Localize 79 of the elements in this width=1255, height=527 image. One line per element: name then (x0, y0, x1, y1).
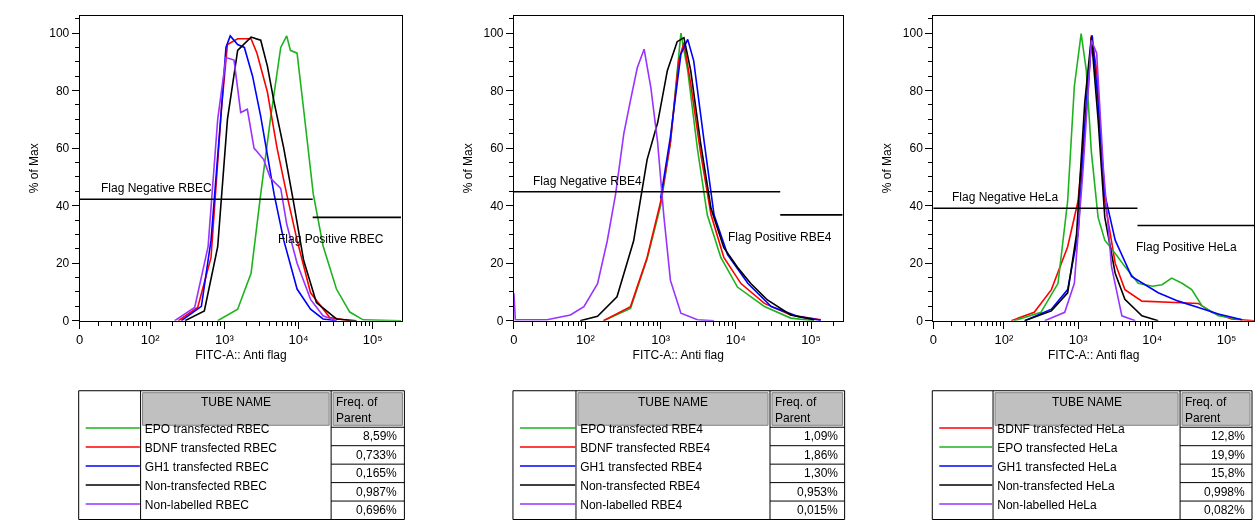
text: TUBE NAME (1052, 395, 1123, 409)
legend-label: Non-transfected RBE4 (580, 478, 701, 493)
y-tick-label: 80 (55, 83, 70, 98)
text: TUBE NAME (638, 395, 709, 409)
legend-label: GH1 transfected RBEC (144, 459, 270, 474)
x-tick-label: 10³ (1068, 332, 1089, 348)
text: 19,9% (1211, 448, 1246, 462)
x-tick-label: 0 (510, 332, 518, 348)
legend-label: Non-transfected RBEC (144, 478, 268, 493)
y-tick-label: 60 (909, 141, 924, 156)
y-tick-label: 20 (909, 256, 924, 271)
text: 0,696% (356, 503, 398, 517)
y-tick-label: 80 (909, 83, 924, 98)
legend-label: BDNF transfected HeLa (997, 421, 1125, 436)
legend-label: BDNF transfected RBEC (144, 440, 278, 455)
y-tick-label: 100 (902, 26, 924, 41)
text: 0,082% (1204, 503, 1246, 517)
legend-label: Non-transfected HeLa (997, 478, 1115, 493)
annotation: Flag Positive RBE4 (728, 230, 832, 244)
legend-label: GH1 transfected RBE4 (580, 459, 703, 474)
text: 12,8% (1211, 429, 1246, 443)
text: 0,165% (356, 466, 398, 480)
legend-label: Non-labelled RBEC (144, 497, 250, 512)
text: 0,015% (797, 503, 839, 517)
y-tick-label: 0 (496, 313, 504, 328)
legend-label: BDNF transfected RBE4 (580, 440, 711, 455)
x-tick-label: 10² (140, 332, 161, 348)
legend-label: Non-labelled RBE4 (580, 497, 683, 512)
legend-label: GH1 transfected HeLa (997, 459, 1117, 474)
x-tick-label: 10⁵ (362, 332, 383, 348)
y-tick-label: 40 (490, 198, 504, 213)
x-tick-label: 10⁵ (1216, 332, 1237, 348)
text: 0,987% (356, 485, 398, 499)
y-tick-label: 40 (55, 198, 70, 213)
annotation: Flag Positive HeLa (1136, 240, 1238, 254)
x-axis-title: FITC-A:: Anti flag (1047, 348, 1140, 363)
x-tick-label: 10³ (651, 332, 671, 348)
y-axis-title: % of Max (26, 143, 41, 194)
text: Freq. of Parent (336, 395, 379, 425)
text: 1,09% (804, 429, 839, 443)
y-tick-label: 60 (490, 141, 504, 156)
x-tick-label: 10² (994, 332, 1014, 348)
legend-label: EPO transfected RBEC (144, 421, 270, 436)
annotation: Flag Negative RBEC (101, 181, 213, 195)
text: 0,733% (356, 448, 398, 462)
x-tick-label: 0 (76, 332, 84, 348)
y-axis-title: % of Max (880, 143, 895, 194)
x-tick-label: 10⁵ (801, 332, 821, 348)
x-tick-label: 10² (576, 332, 596, 348)
x-tick-label: 10⁴ (288, 332, 309, 348)
text: 15,8% (1211, 466, 1246, 480)
legend-label: Non-labelled HeLa (997, 497, 1097, 512)
x-axis-title: FITC-A:: Anti flag (632, 348, 724, 363)
x-tick-label: 10³ (214, 332, 235, 348)
y-tick-label: 100 (483, 26, 504, 41)
y-tick-label: 0 (62, 313, 70, 328)
y-tick-label: 20 (490, 256, 504, 271)
legend-label: EPO transfected RBE4 (580, 421, 704, 436)
text: 0,953% (797, 485, 839, 499)
y-tick-label: 0 (916, 313, 924, 328)
text: 8,59% (363, 429, 398, 443)
x-axis-title: FITC-A:: Anti flag (195, 348, 287, 363)
text: Freq. of Parent (775, 395, 818, 425)
x-tick-label: 10⁴ (725, 332, 746, 348)
text: 0,998% (1204, 485, 1246, 499)
y-tick-label: 100 (49, 26, 70, 41)
y-axis-title: % of Max (460, 143, 475, 194)
legend-label: EPO transfected HeLa (997, 440, 1118, 455)
y-tick-label: 60 (55, 141, 70, 156)
text: TUBE NAME (201, 395, 272, 409)
y-tick-label: 80 (490, 83, 504, 98)
x-tick-label: 0 (929, 332, 937, 348)
annotation: Flag Negative HeLa (952, 190, 1059, 204)
text: 1,86% (804, 448, 839, 462)
x-tick-label: 10⁴ (1142, 332, 1163, 348)
y-tick-label: 40 (909, 198, 924, 213)
y-tick-label: 20 (55, 256, 70, 271)
text: 1,30% (804, 466, 839, 480)
text: Freq. of Parent (1185, 395, 1228, 425)
